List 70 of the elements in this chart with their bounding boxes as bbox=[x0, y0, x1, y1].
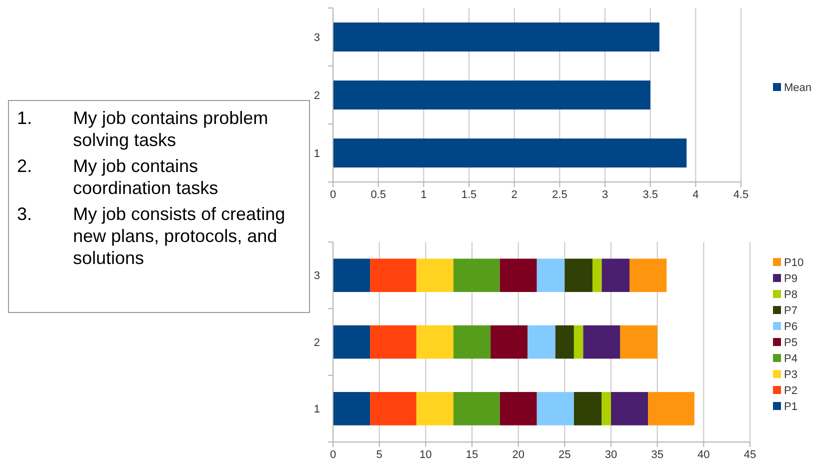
legend-label: P4 bbox=[784, 352, 798, 365]
text: 1. My job contains problem solving tasks bbox=[17, 107, 270, 151]
y-tick-label: 3 bbox=[314, 32, 320, 44]
x-tick-label: 4 bbox=[692, 188, 699, 201]
legend-label: P7 bbox=[784, 304, 798, 317]
bar bbox=[592, 258, 602, 292]
x-tick-label: 25 bbox=[558, 448, 571, 459]
y-tick-label: 1 bbox=[314, 404, 320, 416]
legend-label: P2 bbox=[784, 384, 798, 397]
x-tick-label: 45 bbox=[744, 448, 756, 459]
bar bbox=[648, 392, 694, 426]
x-tick-label: 0.5 bbox=[370, 188, 386, 201]
bar bbox=[528, 325, 556, 359]
bar bbox=[453, 258, 500, 292]
text: 2. My job contains coordination tasks bbox=[17, 155, 220, 199]
x-tick-label: 2.5 bbox=[552, 188, 568, 201]
bar bbox=[370, 325, 416, 359]
bar bbox=[536, 392, 574, 426]
legend-label: P8 bbox=[784, 288, 798, 301]
bar bbox=[602, 258, 630, 292]
bar bbox=[416, 392, 454, 426]
legend-label: P6 bbox=[784, 320, 798, 333]
bar bbox=[500, 258, 537, 292]
y-tick-label: 2 bbox=[314, 90, 320, 102]
y-tick-label: 2 bbox=[314, 336, 320, 349]
text: 3. My job consists of creating new plans, protocols, and solutions bbox=[17, 203, 286, 269]
bar bbox=[416, 258, 454, 292]
x-tick-label: 0 bbox=[330, 448, 336, 459]
bar bbox=[583, 325, 620, 359]
x-tick-label: 35 bbox=[651, 448, 664, 459]
x-tick-label: 5 bbox=[376, 448, 382, 459]
x-tick-label: 3.5 bbox=[642, 188, 658, 201]
bar bbox=[500, 392, 537, 426]
x-tick-label: 40 bbox=[698, 448, 710, 459]
y-tick-label: 1 bbox=[314, 148, 320, 160]
bar bbox=[602, 392, 611, 426]
bar bbox=[620, 325, 658, 359]
bar bbox=[574, 325, 584, 359]
bar bbox=[416, 325, 454, 359]
bar bbox=[630, 258, 667, 292]
x-tick-label: 1 bbox=[420, 188, 427, 201]
bar bbox=[333, 392, 370, 426]
bar bbox=[564, 258, 592, 292]
bar bbox=[333, 325, 370, 359]
x-tick-label: 10 bbox=[420, 448, 432, 459]
bar bbox=[490, 325, 528, 359]
bar bbox=[574, 392, 602, 426]
bar bbox=[370, 392, 416, 426]
bar bbox=[333, 258, 370, 292]
legend-label: P10 bbox=[784, 256, 804, 269]
bar bbox=[370, 258, 416, 292]
legend-label: P5 bbox=[784, 336, 798, 349]
bar bbox=[453, 325, 491, 359]
x-tick-label: 2 bbox=[511, 188, 518, 201]
legend-label: P9 bbox=[784, 272, 798, 285]
x-tick-label: 0 bbox=[330, 188, 336, 201]
x-tick-label: 1.5 bbox=[461, 188, 477, 201]
legend-label: P3 bbox=[784, 368, 798, 381]
x-tick-label: 15 bbox=[466, 448, 478, 459]
legend-label: P1 bbox=[784, 400, 798, 413]
bar bbox=[453, 392, 500, 426]
bar bbox=[536, 258, 565, 292]
x-tick-label: 4.5 bbox=[733, 188, 749, 201]
bar bbox=[611, 392, 648, 426]
y-tick-label: 3 bbox=[314, 270, 320, 282]
legend-label: Mean bbox=[784, 82, 812, 94]
x-tick-label: 20 bbox=[512, 448, 524, 459]
x-tick-label: 30 bbox=[604, 448, 618, 459]
bar bbox=[555, 325, 574, 359]
x-tick-label: 3 bbox=[602, 188, 608, 201]
